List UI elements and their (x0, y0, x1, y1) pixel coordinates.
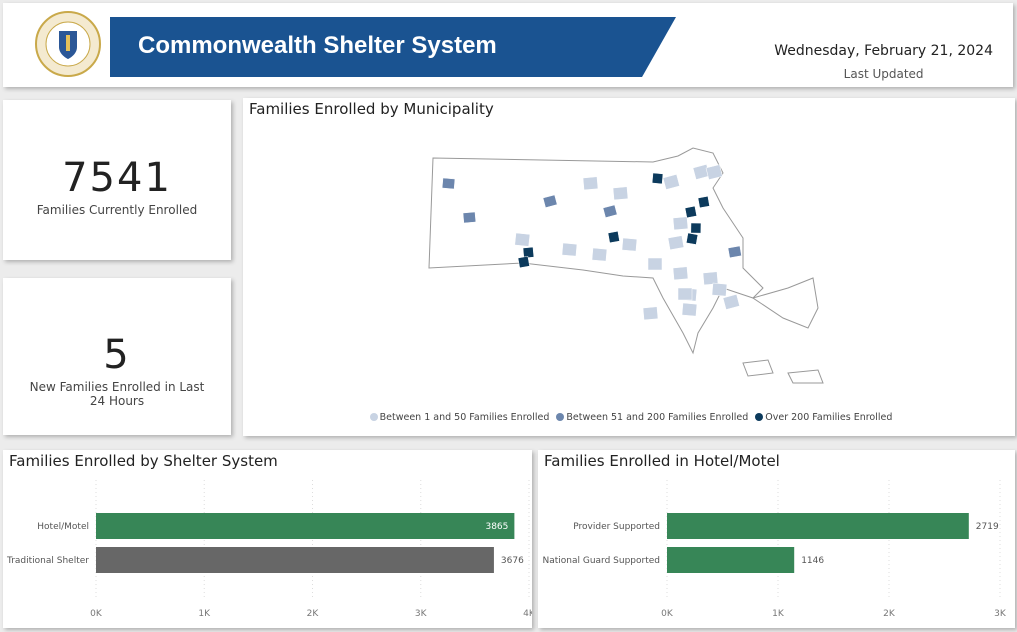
kpi-label: New Families Enrolled in Last 24 Hours (29, 380, 205, 408)
last-updated: Wednesday, February 21, 2024 Last Update… (774, 43, 993, 81)
x-tick-label: 1K (772, 609, 785, 619)
legend-item: Between 51 and 200 Families Enrolled (566, 412, 749, 423)
municipality (672, 216, 689, 231)
x-tick-label: 0K (90, 609, 103, 619)
x-tick-label: 3K (415, 609, 428, 619)
municipality (677, 287, 693, 301)
legend-item: Over 200 Families Enrolled (765, 412, 893, 423)
municipality (517, 255, 530, 269)
municipality (727, 245, 742, 259)
massachusetts-seal-logo (35, 11, 101, 77)
category-label: Traditional Shelter (6, 556, 89, 566)
legend-light-dot (369, 413, 378, 421)
municipality (561, 242, 578, 257)
municipality-map-card: Families Enrolled by Municipality Betwee… (243, 98, 1015, 436)
municipality (685, 232, 699, 245)
hotel-motel-bar-chart: 0K 1K 2K 3K Provider Supported 2719 National G… (542, 480, 1007, 619)
municipality (542, 194, 558, 208)
shelter-system-bar-chart: 0K 1K 2K 3K 4K Hotel/Motel 3865 Traditional She… (6, 480, 532, 619)
municipality (684, 205, 698, 219)
kpi-label: Families Currently Enrolled (36, 203, 198, 217)
bar (667, 547, 795, 573)
kpi-value: 7541 (62, 155, 172, 201)
category-label: Hotel/Motel (37, 522, 89, 532)
kpi-value: 5 (103, 332, 131, 378)
legend-item: Between 1 and 50 Families Enrolled (379, 412, 550, 423)
app-title: Commonwealth Shelter System (138, 32, 497, 59)
x-tick-label: 2K (307, 609, 320, 619)
municipality (702, 271, 719, 286)
update-date: Wednesday, February 21, 2024 (774, 43, 993, 59)
municipality (602, 204, 618, 218)
hotel-motel-chart-card: Families Enrolled in Hotel/Motel 0K 1K 2K 3… (538, 450, 1015, 628)
municipality (697, 195, 710, 209)
legend-dark-dot (755, 413, 764, 421)
municipality (681, 302, 698, 317)
municipality (647, 257, 663, 271)
map-title: Families Enrolled by Municipality (249, 100, 494, 118)
municipality (462, 211, 477, 224)
municipality (690, 222, 702, 234)
data-label: 2719 (976, 522, 999, 532)
header: Commonwealth Shelter System Wednesday, F… (3, 3, 1013, 87)
massachusetts-map[interactable] (423, 138, 843, 398)
data-label: 1146 (801, 556, 824, 566)
municipality (621, 237, 638, 252)
municipality (651, 172, 664, 185)
municipality (522, 246, 535, 259)
x-tick-label: 2K (883, 609, 896, 619)
municipality (591, 247, 608, 262)
x-tick-label: 3K (994, 609, 1007, 619)
x-tick-label: 0K (661, 609, 674, 619)
municipality (441, 177, 456, 190)
municipality (582, 176, 599, 191)
municipality (642, 306, 659, 321)
municipality (672, 266, 689, 281)
legend-mid-dot (556, 413, 565, 421)
map-legend: Between 1 and 50 Families Enrolled Betwe… (243, 412, 1015, 423)
municipality (612, 186, 629, 201)
data-label: 3676 (501, 556, 524, 566)
municipality (514, 232, 531, 247)
chart-title: Families Enrolled in Hotel/Motel (544, 452, 780, 470)
kpi-families-enrolled: 7541 Families Currently Enrolled (3, 100, 231, 260)
data-label: 3865 (485, 522, 508, 532)
municipality (607, 230, 620, 244)
bar (96, 547, 494, 573)
municipality (711, 282, 728, 297)
x-tick-label: 4K (523, 609, 532, 619)
bar (667, 513, 969, 539)
x-tick-label: 1K (198, 609, 211, 619)
municipality (722, 294, 740, 310)
kpi-new-families: 5 New Families Enrolled in Last 24 Hours (3, 278, 231, 435)
shelter-system-chart-card: Families Enrolled by Shelter System 0K 1K… (3, 450, 532, 628)
municipality (662, 174, 680, 190)
bar (96, 513, 515, 539)
last-updated-label: Last Updated (843, 67, 924, 81)
municipality (705, 164, 723, 180)
title-banner: Commonwealth Shelter System (110, 17, 676, 77)
chart-title: Families Enrolled by Shelter System (9, 452, 278, 470)
municipality (667, 235, 685, 251)
category-label: National Guard Supported (542, 556, 660, 566)
category-label: Provider Supported (573, 522, 660, 532)
